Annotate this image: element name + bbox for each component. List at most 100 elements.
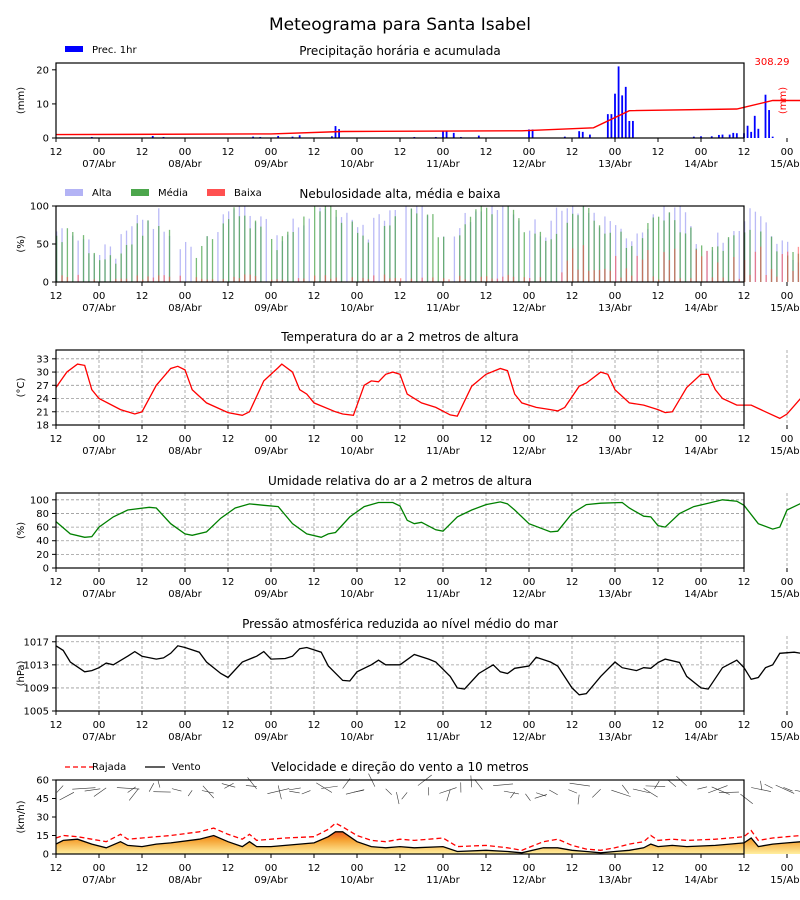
cloud-bar-mid — [770, 236, 773, 282]
x-tick-label: 12 — [652, 147, 665, 158]
x-date-label: 13/Abr — [598, 589, 632, 600]
precip-bar — [151, 135, 154, 138]
y-tick-label: 100 — [30, 495, 49, 506]
x-tick-label: 12 — [566, 147, 579, 158]
x-date-label: 09/Abr — [254, 159, 288, 170]
cloud-bar-high — [265, 218, 267, 282]
cloud-bar-low — [244, 274, 246, 282]
wind-direction-arrow — [718, 791, 739, 794]
cloud-bar-high — [378, 214, 380, 282]
x-date-label: 15/Abr — [770, 303, 800, 314]
x-date-label: 13/Abr — [598, 732, 632, 743]
cloud-bar-mid — [383, 225, 386, 282]
cloud-bar-low — [631, 275, 633, 282]
cloud-bar-mid — [357, 232, 359, 282]
x-tick-label: 12 — [136, 434, 149, 445]
x-date-label: 09/Abr — [254, 446, 288, 457]
wind-direction-arrow — [697, 786, 708, 790]
cloud-bar-low — [507, 274, 509, 282]
y-axis-label: (km/h) — [16, 800, 27, 833]
x-date-label: 08/Abr — [168, 303, 202, 314]
wind-direction-arrow — [611, 789, 631, 797]
wind-direction-arrow — [157, 780, 161, 788]
plot-frame — [55, 349, 745, 426]
cloud-bar-low — [625, 268, 628, 282]
x-date-label: 11/Abr — [426, 875, 460, 886]
cloud-bar-mid — [254, 220, 257, 282]
wind-direction-arrow — [301, 790, 311, 795]
precip-bar — [581, 131, 584, 138]
cloud-bar-mid — [523, 232, 525, 282]
precip-bar — [338, 129, 340, 138]
x-tick-label: 00 — [351, 577, 364, 588]
cloud-bar-mid — [276, 250, 278, 282]
cloud-bar-high — [308, 218, 310, 282]
cloud-bar-mid — [82, 235, 85, 282]
wind-direction-arrow — [148, 783, 155, 792]
cloud-bar-low — [496, 278, 499, 282]
y-tick-label: 0 — [43, 278, 49, 289]
cloud-bar-low — [195, 277, 198, 282]
x-date-label: 09/Abr — [254, 589, 288, 600]
cloud-bar-mid — [776, 251, 778, 282]
x-date-label: 15/Abr — [770, 446, 800, 457]
cloud-bar-mid — [684, 233, 687, 282]
wind-direction-arrow — [549, 789, 558, 796]
cloud-bar-mid — [545, 240, 547, 282]
cloud-bar-low — [421, 277, 423, 282]
x-tick-label: 00 — [695, 863, 708, 874]
y-tick-label: 33 — [36, 354, 49, 365]
x-date-label: 12/Abr — [512, 303, 546, 314]
cloud-bar-low — [120, 278, 122, 282]
x-date-label: 10/Abr — [340, 159, 374, 170]
cloud-bar-mid — [351, 221, 353, 282]
y-tick-label: 30 — [36, 813, 49, 824]
y-tick-label: 18 — [36, 421, 49, 432]
cloud-bar-mid — [437, 237, 439, 282]
cloud-bar-low — [733, 257, 735, 282]
cloud-bar-mid — [109, 255, 112, 282]
legend-swatch-cloud — [131, 189, 149, 196]
x-tick-label: 00 — [781, 720, 794, 731]
cloud-bar-high — [179, 249, 181, 282]
cloud-bar-low — [147, 276, 149, 282]
x-date-label: 11/Abr — [426, 589, 460, 600]
x-tick-label: 12 — [222, 720, 235, 731]
precip-bar — [753, 115, 756, 138]
x-tick-label: 00 — [437, 434, 450, 445]
y-tick-label: 45 — [36, 794, 49, 805]
cloud-bar-low — [211, 279, 214, 282]
cloud-bar-low — [690, 278, 692, 282]
x-date-label: 10/Abr — [340, 303, 374, 314]
cloud-bar-mid — [679, 232, 681, 282]
cloud-bar-low — [93, 279, 95, 282]
x-date-label: 14/Abr — [684, 446, 718, 457]
legend-label-cloud: Alta — [92, 188, 112, 199]
x-date-label: 12/Abr — [512, 732, 546, 743]
cloud-bar-low — [303, 278, 305, 282]
x-date-label: 15/Abr — [770, 589, 800, 600]
x-tick-label: 12 — [222, 434, 235, 445]
x-date-label: 10/Abr — [340, 589, 374, 600]
x-tick-label: 00 — [351, 863, 364, 874]
wind-direction-arrow — [267, 788, 290, 794]
precip-bar — [721, 134, 724, 138]
cloud-bar-low — [717, 262, 719, 282]
cloud-bar-mid — [588, 208, 590, 282]
x-date-label: 15/Abr — [770, 732, 800, 743]
x-tick-label: 00 — [179, 577, 192, 588]
cloud-bar-mid — [340, 222, 343, 282]
x-date-label: 07/Abr — [82, 159, 116, 170]
cloud-bar-mid — [512, 209, 515, 282]
x-tick-label: 12 — [222, 863, 235, 874]
cloud-bar-low — [443, 278, 445, 282]
y-tick-label: 60 — [36, 776, 49, 787]
cloud-bar-mid — [125, 244, 128, 282]
cloud-bar-mid — [577, 215, 579, 282]
x-date-label: 13/Abr — [598, 875, 632, 886]
cloud-bar-low — [400, 278, 402, 282]
precip-bar — [746, 125, 749, 138]
x-tick-label: 00 — [781, 434, 794, 445]
wind-direction-arrow — [56, 785, 64, 793]
cloud-bar-low — [792, 270, 794, 282]
